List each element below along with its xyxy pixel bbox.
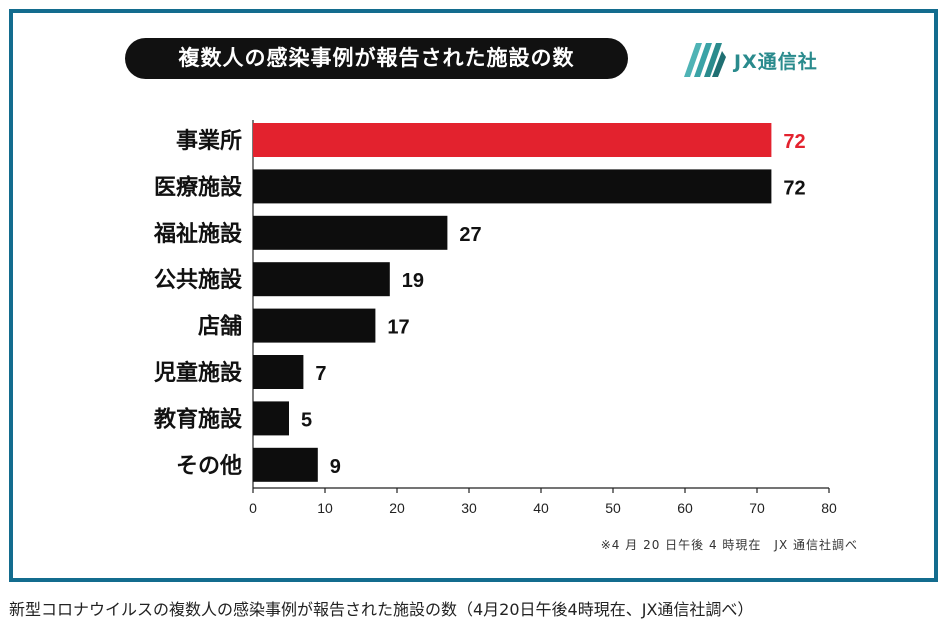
x-tick-label: 10 [317,500,333,516]
data-label: 17 [387,317,409,339]
jx-logo-icon [684,43,726,77]
category-label: 児童施設 [153,360,243,386]
x-tick-label: 60 [677,500,693,516]
figure-caption: 新型コロナウイルスの複数人の感染事例が報告された施設の数（4月20日午後4時現在… [9,600,754,619]
category-label: 福祉施設 [153,221,243,247]
x-tick-label: 40 [533,500,549,516]
bar [253,308,376,343]
category-label: その他 [176,454,242,479]
bar [253,123,772,157]
x-tick-label: 30 [461,500,477,516]
category-label: 教育施設 [154,406,243,432]
category-label: 医療施設 [154,174,243,200]
category-label: 店舗 [198,314,242,340]
category-label: 事業所 [176,128,242,154]
data-label: 19 [402,270,424,292]
x-tick-label: 0 [249,500,257,516]
bar [253,355,304,389]
bar [253,401,289,436]
chart-title: 複数人の感染事例が報告された施設の数 [125,38,628,79]
data-label: 9 [330,456,341,478]
bar [253,447,318,482]
chart-frame [9,9,938,582]
x-tick-label: 50 [605,500,621,516]
category-label: 公共施設 [154,267,243,293]
x-tick-label: 20 [389,500,405,516]
data-label: 72 [783,131,805,153]
data-label: 5 [301,409,312,431]
bar [253,262,390,297]
data-label: 7 [315,363,326,385]
source-note: ※4 月 20 日午後 4 時現在 JX 通信社調べ [600,538,858,552]
data-label: 27 [459,224,481,246]
brand-name: JX通信社 [734,50,818,73]
bar [253,169,772,204]
brand-logo: JX通信社 [682,40,818,80]
x-tick-label: 80 [821,500,837,516]
data-label: 72 [783,177,805,199]
bar [253,215,448,250]
x-tick-label: 70 [749,500,765,516]
